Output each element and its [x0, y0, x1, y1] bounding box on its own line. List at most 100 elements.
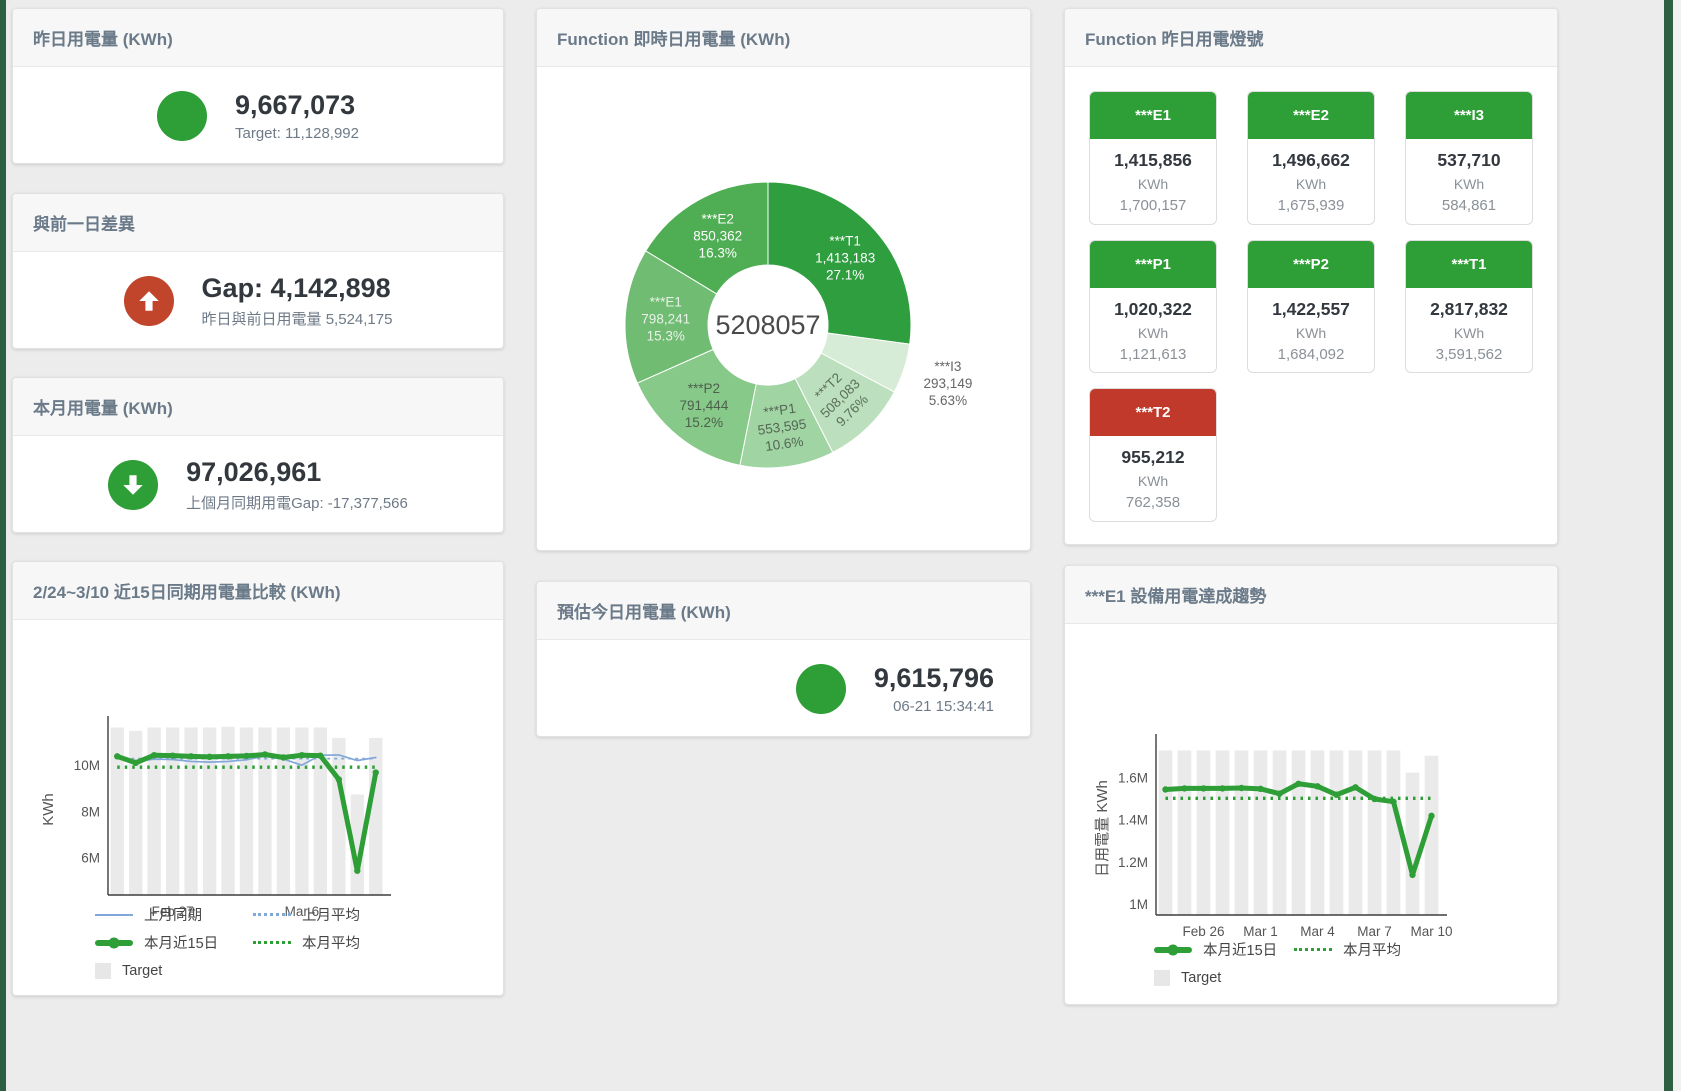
data-point [298, 751, 306, 759]
x-tick: Mar 6 [285, 904, 320, 919]
data-point [335, 776, 343, 783]
target-bar [129, 730, 143, 895]
target-bar [1158, 750, 1173, 915]
target-bar [184, 727, 198, 895]
y-tick: 8M [81, 804, 100, 819]
dotted-swatch-icon [253, 941, 291, 944]
status-circle-icon [157, 91, 207, 141]
card-title: Function 即時日用電量 (KWh) [537, 9, 1030, 67]
data-point [1371, 795, 1378, 803]
yesterday-usage-value: 9,667,073 [235, 90, 356, 121]
legend-item[interactable]: 本月近15日 [1154, 939, 1294, 960]
data-point [1295, 780, 1302, 787]
target-bar [147, 727, 161, 895]
target-bar [239, 727, 254, 895]
legend-item[interactable]: Target [95, 960, 253, 981]
y-axis-label: KWh [40, 793, 57, 826]
svg-text:798,241: 798,241 [641, 312, 690, 327]
y-tick: 6M [81, 851, 100, 866]
data-point [372, 769, 379, 776]
svg-text:791,444: 791,444 [680, 398, 729, 413]
x-tick: Feb 26 [1182, 924, 1224, 939]
card-title: 2/24~3/10 近15日同期用電量比較 (KWh) [13, 562, 503, 620]
target-bar [276, 727, 291, 895]
card-title: 本月用電量 (KWh) [13, 378, 503, 436]
target-bar [1329, 750, 1344, 915]
svg-text:***E1: ***E1 [650, 295, 682, 310]
svg-text:16.3%: 16.3% [699, 246, 737, 261]
month-usage-value: 97,026,961 [186, 457, 322, 488]
donut-center-total: 5208057 [715, 310, 820, 340]
data-point [1200, 785, 1207, 792]
legend-item[interactable]: Target [1154, 967, 1294, 988]
thick-line-swatch-icon [1154, 946, 1192, 953]
scrollbar-gutter[interactable] [1673, 0, 1681, 1091]
square-swatch-icon [1154, 969, 1170, 986]
card-month-usage: 本月用電量 (KWh) 97,026,961 上個月同期用電Gap: -17,3… [12, 377, 504, 533]
data-point [354, 867, 361, 874]
x-tick: Feb 27 [152, 904, 194, 919]
svg-text:10.6%: 10.6% [764, 434, 804, 454]
month-usage-gap: 上個月同期用電Gap: -17,377,566 [186, 494, 408, 512]
legend-item[interactable]: 本月平均 [253, 932, 423, 953]
legend-item[interactable]: 上月同期 [95, 904, 253, 925]
data-point [224, 753, 232, 760]
donut-label: ***I3 293,149 5.63% [924, 359, 973, 408]
realtime-donut-chart[interactable]: ***T1 1,413,183 27.1% ***I3 293,149 5.63% ***T… [537, 67, 1030, 552]
donut-slice-T1[interactable] [767, 181, 912, 345]
svg-text:***T1: ***T1 [829, 234, 861, 249]
legend-item[interactable]: 本月近15日 [95, 932, 253, 953]
left-edge-strip [0, 0, 6, 1091]
data-point [169, 752, 176, 759]
data-point [243, 752, 250, 760]
donut-slice-E2[interactable] [645, 181, 769, 295]
svg-text:***P1: ***P1 [763, 401, 797, 420]
data-point [206, 753, 213, 761]
target-bar [1386, 750, 1401, 915]
data-point [1333, 791, 1340, 798]
legend-item[interactable]: 上月平均 [253, 904, 423, 925]
donut-slice-E1[interactable] [624, 250, 718, 384]
data-point [187, 753, 195, 760]
y-axis-label: 日用電量 KWh [1094, 780, 1111, 877]
data-point [150, 751, 158, 759]
compare-chart-plot[interactable]: 6M 8M 10M Feb 27 Mar 6 KWh [13, 620, 503, 920]
legend-item[interactable]: 本月平均 [1294, 939, 1444, 960]
target-bar [1367, 750, 1382, 915]
data-point [261, 751, 269, 758]
donut-slice-P2[interactable] [636, 348, 757, 466]
svg-text:553,595: 553,595 [757, 416, 807, 437]
square-swatch-icon [95, 962, 111, 979]
e1-trend-plot[interactable]: 1M 1.2M 1.4M 1.6M Feb 26 Mar 1 Mar 4 Mar 7 Mar 1… [1065, 624, 1557, 946]
svg-text:15.2%: 15.2% [685, 415, 723, 430]
target-bar [258, 727, 272, 895]
data-point [1162, 786, 1169, 793]
target-bar [1272, 750, 1287, 915]
data-point [280, 754, 287, 761]
card-estimate-today: 預估今日用電量 (KWh) 9,615,796 06-21 15:34:41 [536, 581, 1031, 737]
y-tick: 10M [74, 758, 100, 773]
card-title: 昨日用電量 (KWh) [13, 9, 503, 67]
card-title: Function 昨日用電燈號 [1065, 9, 1557, 67]
card-title: ***E1 設備用電達成趨勢 [1065, 566, 1557, 624]
data-point [114, 753, 121, 760]
target-bar [369, 737, 383, 895]
svg-text:27.1%: 27.1% [826, 268, 864, 283]
svg-text:5.63%: 5.63% [929, 393, 967, 408]
donut-label: ***P2 791,444 15.2% [680, 381, 729, 430]
estimate-value: 9,615,796 [873, 663, 994, 694]
data-point [1276, 790, 1283, 797]
gap-subtitle: 昨日與前日用電量 5,524,175 [201, 310, 393, 328]
svg-text:***E2: ***E2 [702, 212, 734, 227]
yesterday-usage-target: Target: 11,128,992 [235, 124, 359, 142]
data-point [1238, 784, 1245, 792]
thick-line-swatch-icon [95, 939, 133, 946]
card-usage-lights: Function 昨日用電燈號 ***E1 1,415,856 KWh 1,70… [1064, 8, 1558, 545]
data-point [1181, 785, 1188, 792]
card-compare-chart: 2/24~3/10 近15日同期用電量比較 (KWh) 6M 8M 10M Feb 2… [12, 561, 504, 996]
target-bar [1177, 750, 1192, 915]
y-tick: 1M [1129, 897, 1148, 912]
light-tile-t2: ***T2 955,212 KWh 762,358 [1089, 388, 1217, 522]
target-bar [165, 727, 180, 895]
